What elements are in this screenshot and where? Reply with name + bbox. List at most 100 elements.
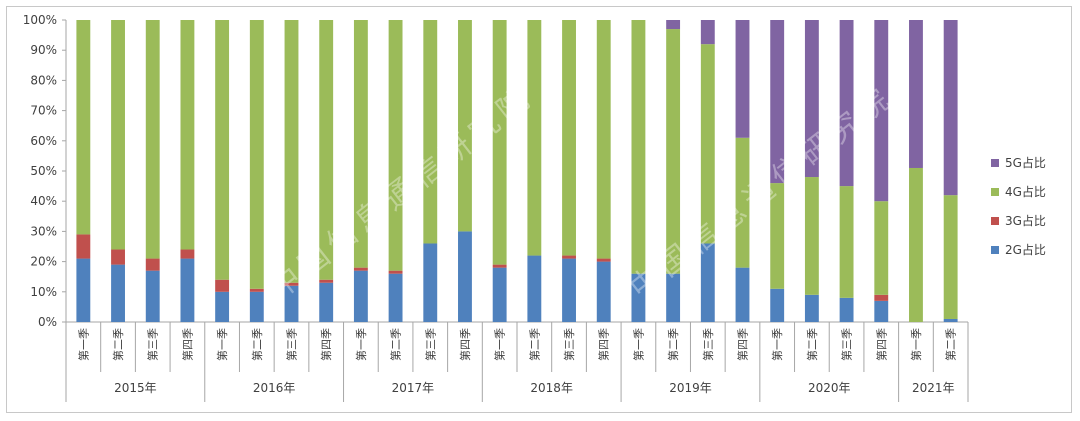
legend-label: 2G占比 bbox=[1005, 242, 1046, 257]
bar-segment-3 bbox=[943, 195, 958, 319]
legend-swatch bbox=[991, 217, 999, 225]
bar-segment-2 bbox=[596, 258, 611, 262]
category-label: 第一季 bbox=[631, 328, 645, 361]
y-tick-label: 0% bbox=[38, 315, 57, 329]
bar-segment-3 bbox=[666, 29, 681, 274]
category-label: 第一季 bbox=[770, 328, 784, 361]
bar-segment-2 bbox=[562, 255, 576, 259]
bar-segment-3 bbox=[284, 20, 299, 283]
category-label: 第四季 bbox=[458, 328, 472, 361]
watermark-text: 中国信息通信研究院 bbox=[623, 79, 900, 306]
category-label: 第四季 bbox=[319, 328, 333, 361]
bar-segment-1 bbox=[700, 243, 715, 322]
category-label: 第三季 bbox=[285, 328, 299, 361]
category-label: 第二季 bbox=[527, 328, 541, 361]
category-label: 第二季 bbox=[111, 328, 125, 361]
category-label: 第三季 bbox=[840, 328, 854, 361]
bar-segment-3 bbox=[770, 183, 785, 289]
bar-segment-1 bbox=[839, 297, 854, 322]
y-tick-label: 70% bbox=[30, 104, 57, 118]
bar-segment-1 bbox=[874, 300, 889, 322]
y-tick-label: 90% bbox=[30, 43, 57, 57]
bar-segment-1 bbox=[596, 261, 611, 322]
bar-segment-3 bbox=[458, 20, 472, 232]
category-label: 第三季 bbox=[562, 328, 576, 361]
bar-segment-1 bbox=[284, 285, 299, 322]
year-label: 2020年 bbox=[808, 381, 851, 395]
bar-segment-3 bbox=[145, 20, 160, 259]
category-label: 第二季 bbox=[389, 328, 403, 361]
category-label: 第一季 bbox=[909, 328, 923, 361]
legend-swatch bbox=[991, 188, 999, 196]
category-label: 第四季 bbox=[874, 328, 888, 361]
bar-segment-3 bbox=[319, 20, 334, 280]
year-label: 2016年 bbox=[253, 381, 296, 395]
year-label: 2017年 bbox=[392, 381, 435, 395]
bar-segment-4 bbox=[909, 20, 923, 168]
bar-segment-3 bbox=[596, 20, 611, 259]
category-label: 第二季 bbox=[944, 328, 958, 361]
bar-segment-4 bbox=[943, 20, 958, 196]
bar-segment-3 bbox=[180, 20, 195, 250]
category-label: 第三季 bbox=[423, 328, 437, 361]
y-tick-label: 60% bbox=[30, 134, 57, 148]
bar-segment-3 bbox=[562, 20, 576, 256]
bar-segment-4 bbox=[700, 20, 715, 45]
bar-segment-3 bbox=[700, 44, 715, 244]
bar-segment-1 bbox=[770, 288, 785, 322]
bar-segment-4 bbox=[874, 20, 889, 202]
year-label: 2019年 bbox=[669, 381, 712, 395]
bar-segment-1 bbox=[180, 258, 195, 322]
bar-segment-4 bbox=[804, 20, 819, 178]
category-label: 第一季 bbox=[493, 328, 507, 361]
category-label: 第四季 bbox=[736, 328, 750, 361]
bar-segment-2 bbox=[180, 249, 195, 259]
bar-segment-1 bbox=[319, 282, 334, 322]
category-label: 第一季 bbox=[354, 328, 368, 361]
bar-segment-2 bbox=[353, 267, 368, 271]
bar-segment-3 bbox=[388, 20, 403, 271]
legend-label: 5G占比 bbox=[1005, 155, 1046, 170]
bar-segment-3 bbox=[249, 20, 264, 289]
category-label: 第二季 bbox=[666, 328, 680, 361]
bar-segment-1 bbox=[353, 270, 368, 322]
bar-segment-3 bbox=[839, 186, 854, 298]
y-tick-label: 30% bbox=[30, 224, 57, 238]
bar-segment-1 bbox=[215, 291, 230, 322]
bar-segment-2 bbox=[215, 279, 230, 292]
y-tick-label: 100% bbox=[23, 13, 57, 27]
legend-swatch bbox=[991, 246, 999, 254]
bar-segment-1 bbox=[666, 273, 681, 322]
bar-segment-1 bbox=[388, 273, 403, 322]
bar-segment-2 bbox=[492, 264, 507, 268]
bar-segment-1 bbox=[735, 267, 750, 322]
bar-segment-3 bbox=[76, 20, 91, 235]
y-tick-label: 20% bbox=[30, 255, 57, 269]
bar-segment-2 bbox=[284, 282, 299, 286]
category-label: 第二季 bbox=[250, 328, 264, 361]
bar-segment-1 bbox=[943, 318, 958, 322]
bar-segment-3 bbox=[423, 20, 438, 244]
bar-segment-3 bbox=[874, 201, 889, 295]
bar-segment-1 bbox=[804, 294, 819, 322]
legend: 5G占比 4G占比 3G占比 2G占比 bbox=[991, 155, 1046, 257]
category-label: 第一季 bbox=[215, 328, 229, 361]
bar-segment-3 bbox=[111, 20, 125, 250]
bar-segment-2 bbox=[76, 234, 91, 259]
legend-label: 4G占比 bbox=[1005, 184, 1046, 199]
category-label: 第二季 bbox=[805, 328, 819, 361]
bar-segment-1 bbox=[76, 258, 91, 322]
y-tick-label: 50% bbox=[30, 164, 57, 178]
bar-segment-3 bbox=[215, 20, 230, 280]
bar-segment-3 bbox=[631, 20, 646, 274]
bar-segment-1 bbox=[527, 255, 542, 322]
y-tick-label: 80% bbox=[30, 73, 57, 87]
category-label: 第四季 bbox=[180, 328, 194, 361]
bar-segment-3 bbox=[353, 20, 368, 268]
legend-label: 3G占比 bbox=[1005, 213, 1046, 228]
bars bbox=[76, 20, 958, 322]
bar-segment-3 bbox=[492, 20, 507, 265]
bar-segment-4 bbox=[770, 20, 785, 184]
y-tick-label: 40% bbox=[30, 194, 57, 208]
